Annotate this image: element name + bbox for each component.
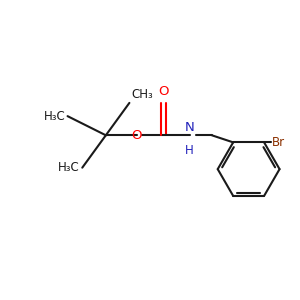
Text: H: H xyxy=(185,143,194,157)
Text: O: O xyxy=(131,129,142,142)
Text: O: O xyxy=(158,85,169,98)
Text: CH₃: CH₃ xyxy=(132,88,154,101)
Text: Br: Br xyxy=(272,136,286,149)
Text: H₃C: H₃C xyxy=(44,110,65,123)
Text: H₃C: H₃C xyxy=(58,161,80,174)
Text: N: N xyxy=(185,121,195,134)
